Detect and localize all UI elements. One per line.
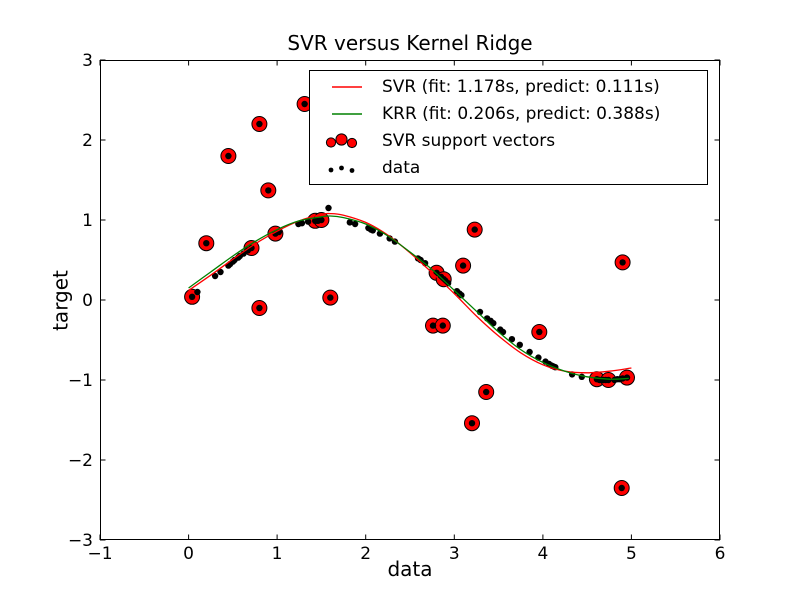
data-point xyxy=(325,204,332,212)
data-point xyxy=(468,420,476,427)
legend-item-data: data xyxy=(318,155,699,181)
x-tick-label: 1 xyxy=(272,544,283,564)
data-point xyxy=(248,244,255,252)
data-point xyxy=(256,120,263,128)
data-point xyxy=(516,341,523,348)
data-marker-swatch-icon xyxy=(328,165,355,173)
legend-item-support-vectors: SVR support vectors xyxy=(318,128,699,154)
data-point xyxy=(508,336,516,343)
chart-title: SVR versus Kernel Ridge xyxy=(287,31,533,55)
krr-curve xyxy=(188,215,629,380)
x-tick-label: 2 xyxy=(360,544,371,564)
x-tick-label: 3 xyxy=(449,544,460,564)
data-point xyxy=(203,240,210,247)
y-tick-label: 0 xyxy=(82,291,93,311)
y-tick-label: −2 xyxy=(68,451,93,471)
svr-line-swatch-icon xyxy=(332,86,362,89)
data-point xyxy=(265,187,272,194)
data-point xyxy=(211,272,219,280)
data-point xyxy=(444,280,452,287)
krr-line-swatch-icon xyxy=(332,113,362,115)
x-tick-label: 6 xyxy=(715,544,726,564)
data-point xyxy=(619,259,626,266)
data-point xyxy=(623,374,631,381)
legend-label-support-vectors: SVR support vectors xyxy=(382,130,556,151)
data-point xyxy=(188,293,196,300)
x-axis-label: data xyxy=(387,557,433,581)
y-tick-label: 1 xyxy=(82,211,93,231)
x-tick-label: −1 xyxy=(87,544,112,564)
data-point xyxy=(217,268,224,276)
data-point xyxy=(490,320,497,327)
support-vectors-marker-swatch-icon xyxy=(325,133,358,148)
data-point xyxy=(605,376,612,384)
legend-item-svr: SVR (fit: 1.178s, predict: 0.111s) xyxy=(318,74,699,100)
data-point xyxy=(304,218,312,225)
y-tick-label: 2 xyxy=(82,131,93,151)
y-tick-label: −3 xyxy=(68,531,93,551)
data-point xyxy=(618,484,625,492)
x-tick-label: 0 xyxy=(183,544,194,564)
x-tick-label: 5 xyxy=(626,544,637,564)
data-point xyxy=(194,288,201,296)
y-tick-label: 3 xyxy=(82,51,93,71)
data-point xyxy=(298,220,306,227)
data-point xyxy=(429,322,437,329)
data-point xyxy=(327,294,334,301)
data-point xyxy=(346,219,353,226)
legend-label-data: data xyxy=(382,157,421,178)
data-point xyxy=(439,322,446,329)
data-point xyxy=(459,262,467,269)
legend: SVR (fit: 1.178s, predict: 0.111s) KRR (… xyxy=(309,70,708,185)
data-point xyxy=(318,216,325,224)
data-point xyxy=(458,292,465,299)
data-point xyxy=(536,328,543,336)
y-tick-label: −1 xyxy=(68,371,93,391)
legend-label-svr: SVR (fit: 1.178s, predict: 0.111s) xyxy=(382,77,660,98)
legend-item-krr: KRR (fit: 0.206s, predict: 0.388s) xyxy=(318,101,699,127)
legend-label-krr: KRR (fit: 0.206s, predict: 0.388s) xyxy=(382,104,661,125)
data-point xyxy=(471,226,478,233)
data-point xyxy=(301,100,308,108)
svr-curve xyxy=(188,212,632,374)
data-point xyxy=(256,304,263,312)
x-tick-label: 4 xyxy=(537,544,548,564)
data-point xyxy=(240,250,247,257)
data-point xyxy=(351,220,359,228)
data-point xyxy=(483,388,490,396)
data-point xyxy=(225,152,232,160)
